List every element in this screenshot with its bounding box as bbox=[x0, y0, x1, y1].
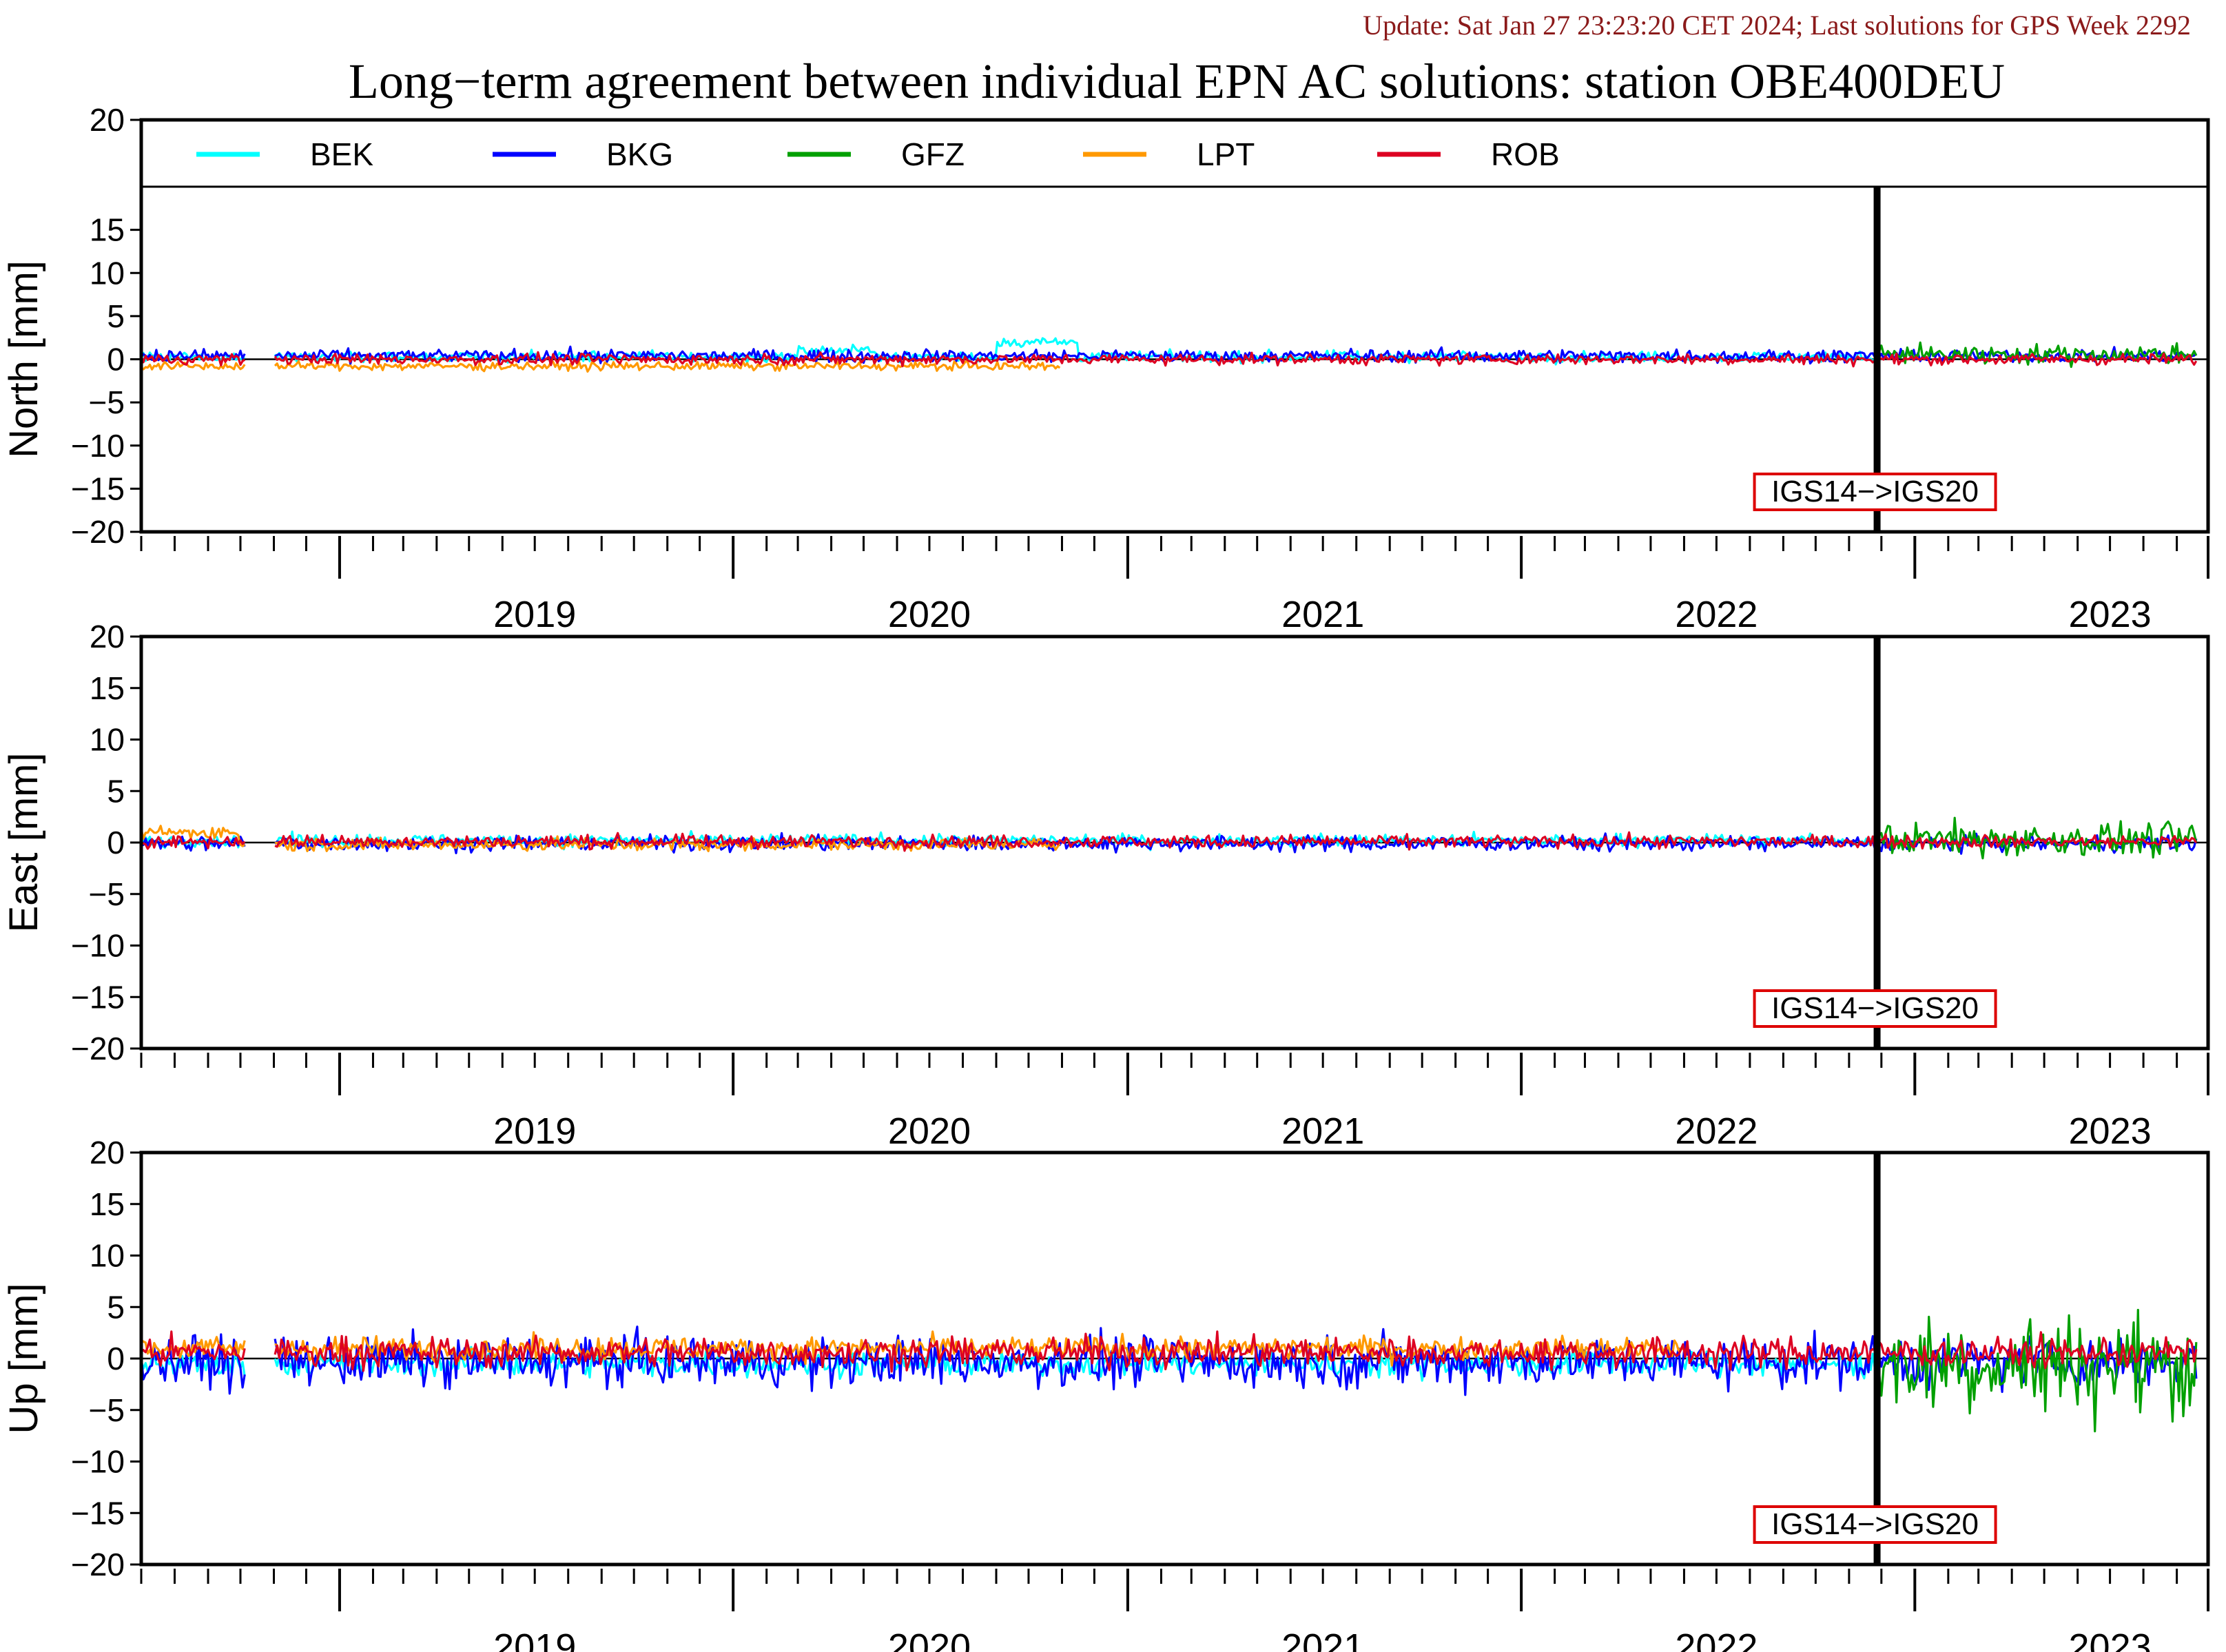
panel-north: 20 15 10 5 0 −5 −10 −15 −20 North [mm] BEK BKG GFZ LP… bbox=[1, 102, 2210, 635]
annotation-text: IGS14−>IGS20 bbox=[1771, 1507, 1979, 1541]
y-tick-label: 10 bbox=[90, 255, 125, 291]
annotation-text: IGS14−>IGS20 bbox=[1771, 991, 1979, 1025]
y-tick-label: 20 bbox=[90, 619, 125, 654]
update-text: Update: Sat Jan 27 23:23:20 CET 2024; La… bbox=[1363, 10, 2191, 41]
y-tick-label: −15 bbox=[71, 979, 125, 1015]
y-tick-label: −5 bbox=[89, 1392, 125, 1428]
y-tick-label: 10 bbox=[90, 1238, 125, 1274]
y-tick-label: 10 bbox=[90, 722, 125, 758]
panel-east: 20 15 10 5 0 −5 −10 −15 −20 East [mm] IGS14−>IGS20… bbox=[1, 619, 2210, 1152]
x-tick-label: 2022 bbox=[1675, 1627, 1758, 1652]
panels: 20 15 10 5 0 −5 −10 −15 −20 North [mm] BEK BKG GFZ LP… bbox=[1, 102, 2210, 1652]
y-tick-label: −20 bbox=[71, 1547, 125, 1582]
legend-label-lpt: LPT bbox=[1197, 136, 1255, 172]
y-tick-label: −15 bbox=[71, 1495, 125, 1531]
y-axis-label: East [mm] bbox=[1, 752, 46, 932]
y-tick-label: 20 bbox=[90, 102, 125, 138]
chart-title: Long−term agreement between individual E… bbox=[349, 54, 2005, 109]
y-tick-label: −5 bbox=[89, 876, 125, 912]
x-tick-label: 2019 bbox=[493, 594, 576, 635]
y-tick-label: −15 bbox=[71, 471, 125, 506]
legend-label-rob: ROB bbox=[1491, 136, 1560, 172]
series-line-lpt bbox=[141, 359, 1061, 373]
plot-frame bbox=[139, 634, 2210, 1051]
y-axis-label: North [mm] bbox=[1, 260, 46, 458]
series-line-gfz bbox=[1876, 1308, 2198, 1433]
series-line-rob bbox=[141, 831, 2198, 852]
y-tick-label: −10 bbox=[71, 1444, 125, 1480]
x-tick-label: 2023 bbox=[2069, 1627, 2152, 1652]
y-tick-label: −20 bbox=[71, 1031, 125, 1066]
x-tick-label: 2022 bbox=[1675, 1111, 1758, 1152]
series-line-gfz bbox=[1876, 341, 2198, 369]
x-tick-label: 2021 bbox=[1281, 594, 1364, 635]
annotation-box bbox=[1753, 473, 1997, 511]
y-tick-label: 0 bbox=[107, 1341, 125, 1376]
y-tick-label: 0 bbox=[107, 825, 125, 860]
y-tick-label: −10 bbox=[71, 928, 125, 964]
y-tick-label: −5 bbox=[89, 384, 125, 420]
x-tick-label: 2019 bbox=[493, 1111, 576, 1152]
x-tick-label: 2020 bbox=[888, 1627, 971, 1652]
x-tick-label: 2019 bbox=[493, 1627, 576, 1652]
y-tick-label: 5 bbox=[107, 1289, 125, 1325]
legend-label-gfz: GFZ bbox=[901, 136, 965, 172]
x-tick-label: 2022 bbox=[1675, 594, 1758, 635]
legend-label-bkg: BKG bbox=[606, 136, 673, 172]
x-tick-label: 2023 bbox=[2069, 594, 2152, 635]
y-tick-label: 20 bbox=[90, 1135, 125, 1170]
y-tick-label: 5 bbox=[107, 298, 125, 334]
y-tick-label: 0 bbox=[107, 342, 125, 378]
x-tick-label: 2020 bbox=[888, 1111, 971, 1152]
x-tick-label: 2021 bbox=[1281, 1627, 1364, 1652]
y-tick-label: 15 bbox=[90, 212, 125, 248]
annotation-box bbox=[1753, 1505, 1997, 1544]
y-tick-label: 15 bbox=[90, 1186, 125, 1222]
series-line-gfz bbox=[1876, 816, 2198, 860]
x-tick-label: 2023 bbox=[2069, 1111, 2152, 1152]
x-tick-label: 2021 bbox=[1281, 1111, 1364, 1152]
annotation-box bbox=[1753, 989, 1997, 1028]
plot-frame bbox=[139, 1150, 2210, 1567]
y-axis-label: Up [mm] bbox=[1, 1283, 46, 1434]
y-tick-label: −10 bbox=[71, 428, 125, 464]
x-tick-label: 2020 bbox=[888, 594, 971, 635]
panel-up: 20 15 10 5 0 −5 −10 −15 −20 Up [mm] IGS14−>IGS20 20… bbox=[1, 1135, 2210, 1652]
y-tick-label: 15 bbox=[90, 670, 125, 706]
plot-frame bbox=[139, 118, 2210, 534]
y-tick-label: 5 bbox=[107, 773, 125, 809]
legend-label-bek: BEK bbox=[310, 136, 373, 172]
y-tick-label: −20 bbox=[71, 514, 125, 550]
annotation-text: IGS14−>IGS20 bbox=[1771, 475, 1979, 508]
